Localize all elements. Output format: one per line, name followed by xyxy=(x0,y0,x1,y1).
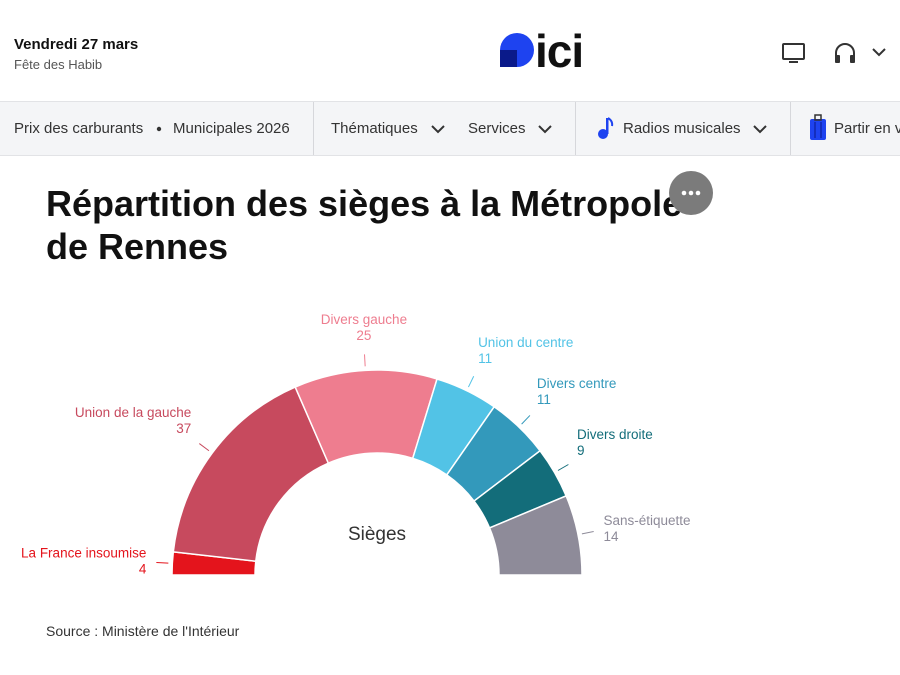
segment xyxy=(172,386,330,563)
leader-line xyxy=(581,531,594,535)
chart-title: Répartition des sièges à la Métropole de… xyxy=(46,183,683,267)
data-label-value: 9 xyxy=(577,443,585,458)
leader-line xyxy=(156,561,169,564)
saint-of-day: Fête des Habib xyxy=(14,57,103,72)
separator xyxy=(575,102,576,155)
leader-line xyxy=(521,415,531,425)
data-label-name: Divers centre xyxy=(537,376,617,391)
chevron[interactable] xyxy=(752,123,768,135)
tv-icon[interactable] xyxy=(781,42,807,64)
separator xyxy=(790,102,791,155)
data-label-name: Union de la gauche xyxy=(75,405,191,420)
leader-line xyxy=(199,443,210,452)
chevron[interactable] xyxy=(430,123,446,135)
data-label-name: La France insoumise xyxy=(21,545,146,560)
nav-link[interactable]: Municipales 2026 xyxy=(173,120,290,137)
data-label-value: 14 xyxy=(603,529,619,544)
nav-menu[interactable]: Services xyxy=(468,120,526,137)
segment xyxy=(488,494,583,576)
leader-line xyxy=(557,464,569,471)
dot xyxy=(156,126,162,132)
date: Vendredi 27 mars xyxy=(14,36,139,53)
center-label: Sièges xyxy=(348,524,406,545)
data-label-value: 25 xyxy=(356,328,371,343)
data-label-name: Divers gauche xyxy=(321,312,407,327)
data-label-value: 37 xyxy=(176,421,191,436)
leader-line xyxy=(467,376,475,388)
data-label-name: Union du centre xyxy=(478,335,573,350)
nav-bar: Prix des carburants Municipales 2026 Thé… xyxy=(0,101,900,156)
source: Source : Ministère de l'Intérieur xyxy=(46,623,240,639)
nav-link[interactable]: Partir en v xyxy=(834,120,900,137)
logo-icon[interactable] xyxy=(500,33,536,69)
suitcase-icon xyxy=(810,114,826,140)
data-label-value: 4 xyxy=(139,561,147,576)
separator xyxy=(313,102,314,155)
logo[interactable]: ici xyxy=(535,25,584,77)
headphones-icon[interactable] xyxy=(833,42,857,64)
leader-line xyxy=(363,354,366,367)
data-label-value: 11 xyxy=(537,392,551,407)
chevron[interactable] xyxy=(537,123,553,135)
nav-menu[interactable]: Thématiques xyxy=(331,120,418,137)
more-button[interactable] xyxy=(669,171,713,215)
data-label-value: 11 xyxy=(478,351,492,366)
chevron[interactable] xyxy=(871,46,887,58)
data-label-name: Sans-étiquette xyxy=(603,513,690,528)
data-label-name: Divers droite xyxy=(577,427,653,442)
music-icon xyxy=(598,117,614,139)
nav-link[interactable]: Prix des carburants xyxy=(14,120,144,137)
nav-menu[interactable]: Radios musicales xyxy=(623,120,741,137)
